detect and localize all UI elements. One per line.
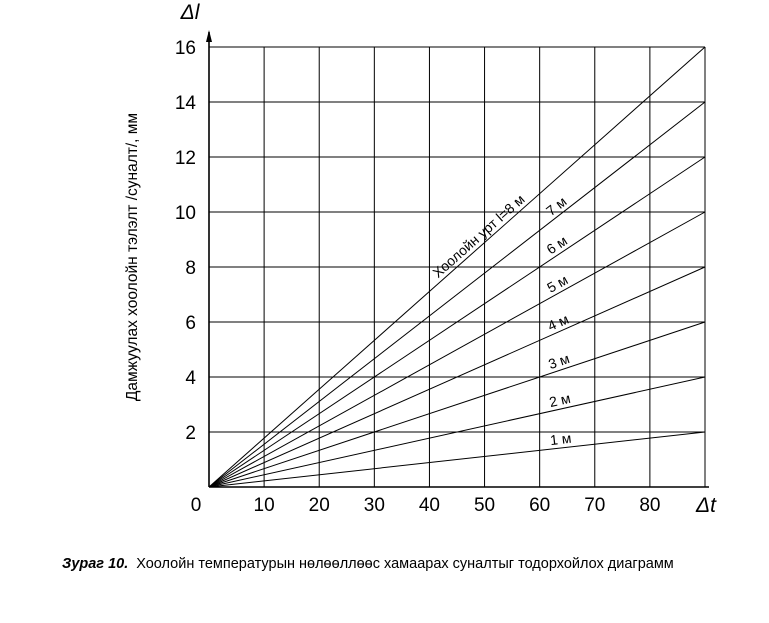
y-tick-label-12: 12 [175, 148, 196, 169]
series-line-8 [208, 46, 706, 488]
x-tick-label-70: 70 [584, 495, 605, 516]
x-axis-symbol: Δt [695, 494, 717, 517]
series-line-1 [208, 431, 706, 488]
x-tick-label-10: 10 [254, 495, 275, 516]
x-tick-label-30: 30 [364, 495, 385, 516]
x-tick-label-40: 40 [419, 495, 440, 516]
y-axis-symbol: Δl [180, 1, 201, 24]
y-tick-label-4: 4 [185, 368, 196, 389]
series-label-1: 1 м [549, 430, 572, 448]
x-tick-label-80: 80 [639, 495, 660, 516]
series-label-5: 5 м [544, 271, 570, 295]
series-label-3: 3 м [546, 350, 571, 372]
series-label-7: 7 м [543, 193, 570, 219]
series-line-4 [208, 266, 706, 488]
elongation-diagram: 10 20 30 40 50 60 70 80 2 4 6 8 10 12 14 16 1 м 2 м 3 м 4 … [124, 1, 717, 517]
figure-label: Зураг 10. [62, 556, 129, 572]
y-tick-label-6: 6 [185, 313, 196, 334]
x-tick-label-20: 20 [309, 495, 330, 516]
x-tick-label-50: 50 [474, 495, 495, 516]
origin-label: 0 [191, 495, 202, 516]
y-axis-title: Дамжуулах хоолойн тэлэлт /суналт/, мм [124, 113, 141, 401]
series-label-2: 2 м [548, 390, 572, 410]
y-tick-label-2: 2 [185, 423, 196, 444]
y-axis-arrow [206, 30, 212, 42]
series-line-5 [208, 211, 706, 488]
series-label-6: 6 м [543, 232, 570, 257]
figure-caption: Зураг 10. Хоолойн температурын нөлөөллөөс… [62, 555, 752, 574]
caption-text: Хоолойн температурын нөлөөллөөс хамаарах… [136, 556, 674, 572]
y-tick-label-14: 14 [175, 93, 197, 114]
y-tick-label-16: 16 [175, 38, 196, 59]
series-line-3 [208, 321, 706, 488]
axes [206, 30, 709, 488]
y-tick-label-8: 8 [185, 258, 196, 279]
y-tick-label-10: 10 [175, 203, 196, 224]
tick-labels: 10 20 30 40 50 60 70 80 2 4 6 8 10 12 14 16 [175, 38, 661, 516]
series-line-7 [208, 101, 706, 488]
x-tick-label-60: 60 [529, 495, 550, 516]
series-lines [208, 46, 706, 488]
series-line-2 [208, 376, 706, 488]
series-label-4: 4 м [545, 311, 571, 334]
series-line-6 [208, 156, 706, 488]
